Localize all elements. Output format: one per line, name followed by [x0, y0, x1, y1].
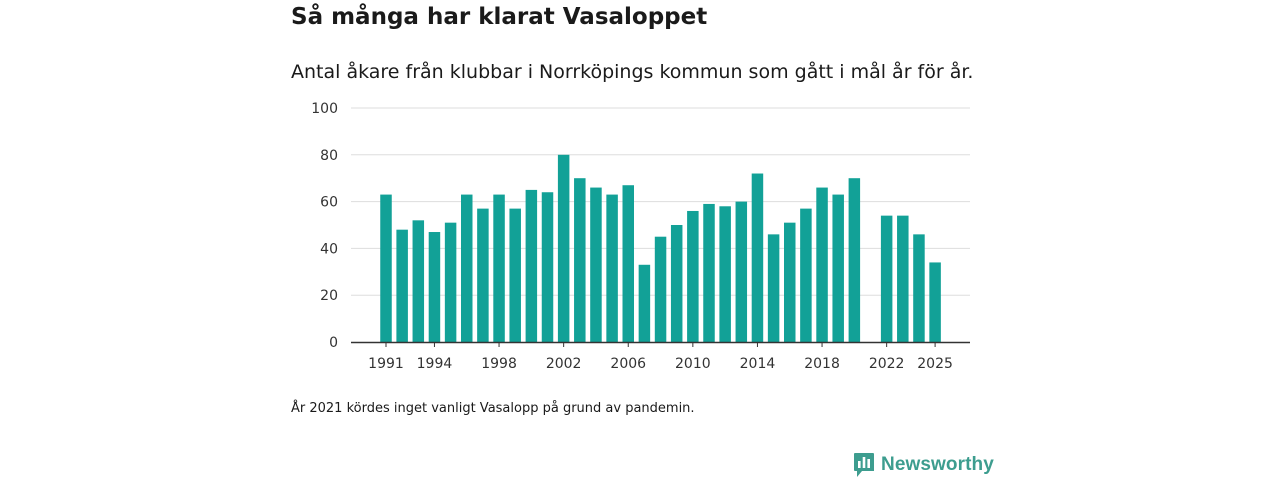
newsworthy-logo-icon — [854, 453, 874, 477]
bar — [784, 222, 796, 342]
bar — [880, 215, 893, 342]
bar — [396, 229, 408, 342]
bar — [428, 232, 441, 342]
x-tick-label: 1994 — [417, 356, 453, 372]
bar — [638, 264, 651, 342]
x-tick-label: 2014 — [740, 356, 776, 372]
bar — [509, 208, 521, 342]
bar — [848, 178, 861, 342]
bar — [687, 210, 699, 342]
bar — [493, 194, 505, 342]
bar — [444, 222, 457, 342]
x-tick-label: 2006 — [610, 356, 646, 372]
x-tick-label: 1991 — [368, 356, 404, 372]
bar — [670, 225, 683, 342]
bar — [735, 201, 748, 342]
bar — [832, 194, 844, 342]
y-tick-label: 20 — [320, 288, 338, 304]
bar — [380, 194, 392, 342]
x-tick-label: 2002 — [546, 356, 582, 372]
bar — [800, 208, 812, 342]
footnote: År 2021 kördes inget vanligt Vasalopp på… — [291, 401, 695, 416]
bar — [719, 206, 731, 342]
y-tick-label: 40 — [320, 241, 338, 257]
bar — [574, 178, 586, 342]
bar — [897, 215, 909, 342]
bar — [767, 234, 780, 342]
y-tick-label: 60 — [320, 195, 338, 211]
newsworthy-logo-text: Newsworthy — [881, 454, 994, 475]
x-tick-label: 2010 — [675, 356, 711, 372]
chart-subtitle: Antal åkare från klubbar i Norrköpings k… — [291, 61, 974, 83]
bar — [590, 187, 602, 342]
y-tick-label: 100 — [311, 101, 338, 117]
bar — [461, 194, 473, 342]
bar — [477, 208, 489, 342]
bar — [622, 185, 634, 342]
bar — [606, 194, 618, 342]
newsworthy-logo[interactable]: Newsworthy — [853, 452, 994, 478]
bar — [557, 154, 570, 342]
x-tick-label: 2018 — [804, 356, 840, 372]
bar — [654, 236, 667, 342]
bar — [929, 262, 941, 342]
bar — [525, 189, 538, 342]
x-tick-label: 2022 — [869, 356, 905, 372]
bar — [913, 234, 925, 342]
x-tick-label: 1998 — [481, 356, 517, 372]
y-tick-label: 0 — [329, 335, 338, 351]
bar-chart: 0 20 40 60 80 100 1991 1994 1998 2002 2006 2010 2014… — [311, 101, 970, 372]
bar — [541, 192, 554, 342]
chart-title: Så många har klarat Vasaloppet — [291, 4, 708, 30]
bar — [703, 203, 715, 342]
bar — [751, 173, 764, 342]
bar — [412, 220, 425, 342]
y-tick-label: 80 — [320, 148, 338, 164]
bar — [816, 187, 828, 342]
x-tick-label: 2025 — [917, 356, 953, 372]
